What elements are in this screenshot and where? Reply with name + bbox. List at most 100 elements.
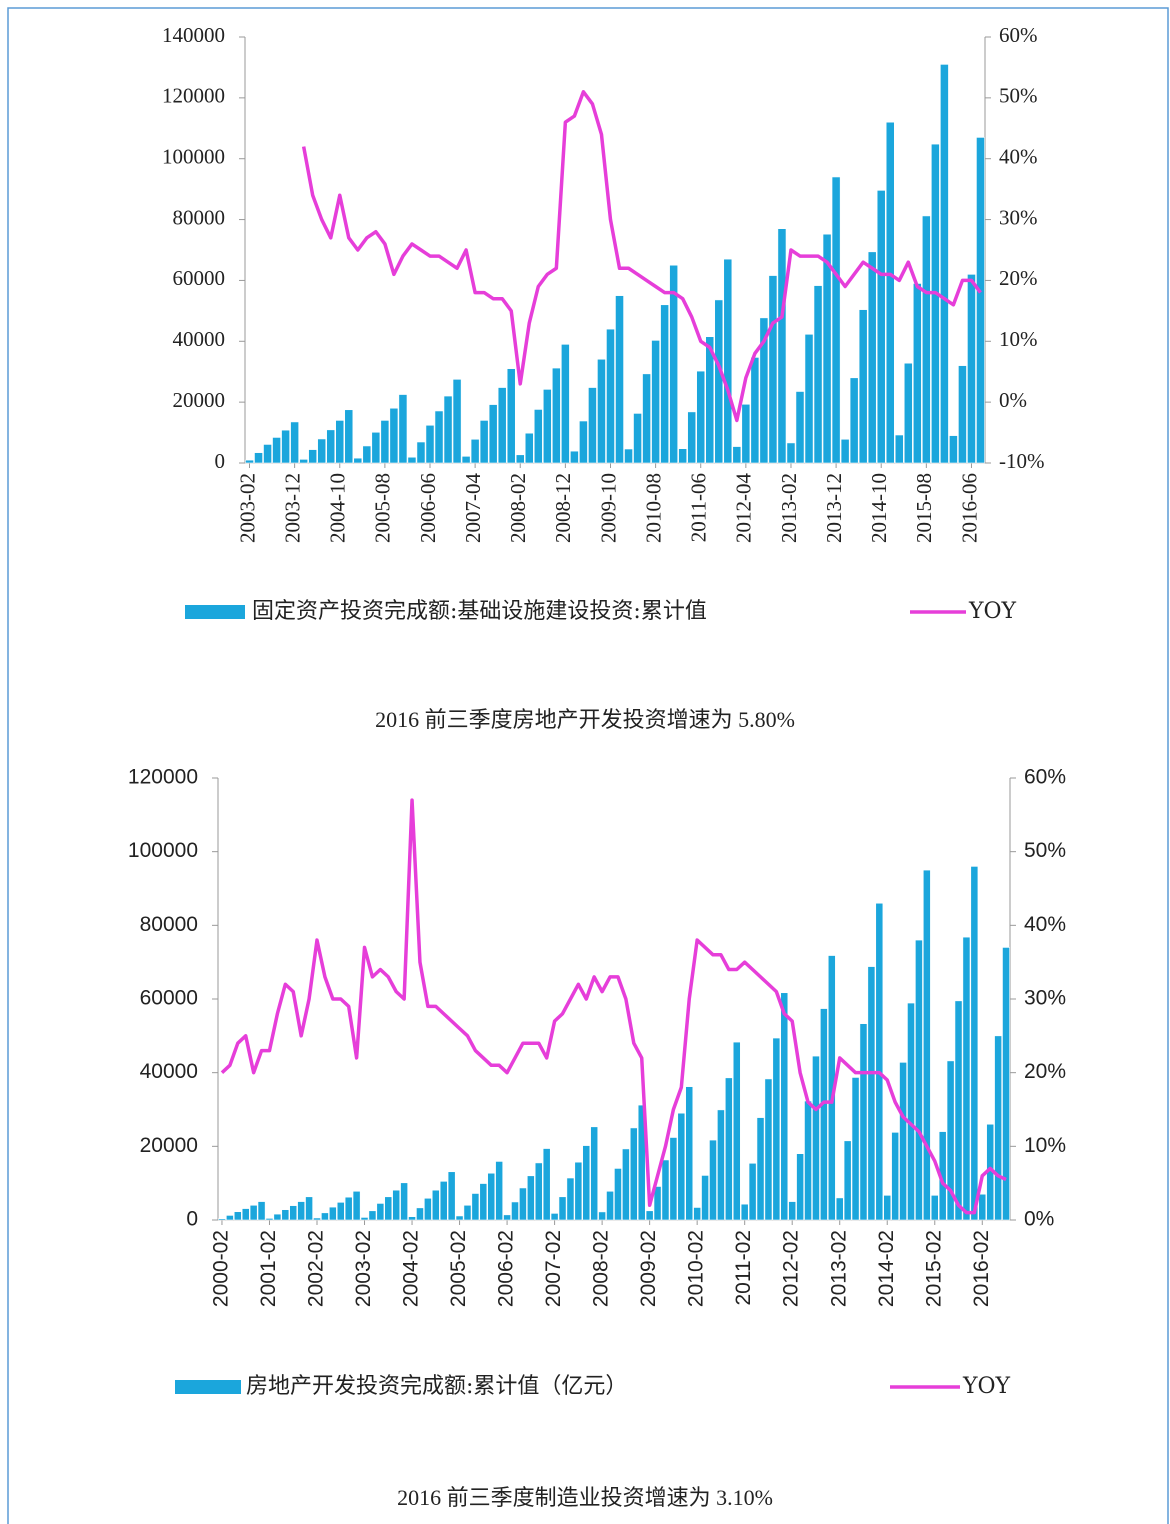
bar (392, 1189, 401, 1221)
x-tick-label: 2011-06 (687, 473, 711, 542)
x-tick-label: 2005-08 (371, 473, 395, 543)
legend-label: YOY (962, 1374, 1011, 1399)
bar (335, 420, 345, 464)
x-tick-label: 2007-04 (461, 473, 485, 543)
bar (384, 1196, 393, 1221)
x-tick-label: 2006-06 (416, 473, 440, 543)
x-tick-label: 2014-10 (867, 473, 891, 543)
bar (970, 866, 979, 1221)
y-tick-label: 0 (215, 449, 226, 473)
bar (273, 1213, 282, 1221)
bar (653, 1186, 662, 1221)
bar (820, 1008, 828, 1221)
bar (606, 1190, 614, 1221)
y-tick-label: 100000 (162, 145, 225, 169)
legend-label: YOY (968, 599, 1017, 624)
frame (7, 7, 1169, 1524)
bar (685, 1086, 694, 1221)
bar (867, 251, 877, 464)
y-tick-label: 60000 (173, 266, 226, 290)
y-tick-label: 80000 (140, 913, 198, 936)
bar (305, 1196, 313, 1221)
bar (622, 1148, 630, 1221)
bar (380, 420, 390, 464)
bar (678, 448, 688, 464)
bar (804, 1100, 812, 1221)
bar (281, 1209, 290, 1221)
bar (407, 456, 417, 464)
y-tick-label: 20000 (173, 388, 226, 412)
y-tick-label: 100000 (128, 839, 198, 862)
bar (629, 1127, 638, 1221)
x-tick-label: 2001-02 (257, 1230, 280, 1307)
x-tick-label: 2003-02 (235, 473, 259, 543)
bar (558, 1196, 567, 1221)
bar (780, 992, 789, 1221)
bar (921, 215, 931, 464)
bar (796, 1153, 804, 1221)
bar (597, 358, 606, 464)
y2-tick-label: 50% (1024, 839, 1066, 862)
bar (328, 1206, 337, 1221)
bar (788, 1201, 797, 1221)
bar (443, 395, 453, 464)
x-tick-label: 2006-02 (495, 1230, 518, 1307)
bar (534, 1162, 543, 1221)
bar (574, 1161, 583, 1221)
bar (724, 1077, 733, 1221)
bar (696, 370, 706, 464)
yoy-line (220, 798, 1007, 1215)
bar (479, 420, 489, 464)
y2-tick-label: -10% (999, 449, 1045, 473)
bar (519, 1187, 527, 1221)
y-tick-label: 40000 (140, 1060, 198, 1083)
bar (550, 1213, 559, 1221)
bar (360, 1217, 369, 1221)
bar (313, 1217, 321, 1221)
y2-tick-label: 0% (1024, 1208, 1054, 1231)
bar (764, 1078, 773, 1221)
bar (693, 1207, 702, 1221)
bar (245, 459, 254, 464)
bar (661, 1159, 670, 1221)
bar (606, 328, 615, 464)
bar (759, 317, 769, 464)
bar (851, 1077, 860, 1221)
bar (885, 121, 895, 464)
bar (488, 404, 498, 464)
bar (582, 1145, 591, 1221)
bar (750, 357, 760, 464)
bar (257, 1201, 266, 1221)
bar (249, 1204, 258, 1221)
bar (687, 411, 697, 464)
bar (705, 336, 715, 464)
bar (740, 1203, 749, 1221)
x-tick-label: 2014-02 (875, 1230, 898, 1307)
bar (732, 446, 742, 464)
bar (461, 456, 471, 464)
bar (463, 1204, 472, 1221)
bar (954, 1000, 963, 1221)
y-tick-label: 60000 (140, 987, 198, 1010)
bar (431, 1189, 440, 1221)
bar (506, 368, 516, 464)
bar (967, 274, 976, 464)
bar (946, 1060, 955, 1221)
bar (495, 1161, 504, 1221)
x-tick-label: 2015-08 (912, 473, 936, 543)
x-tick-label: 2002-02 (305, 1230, 328, 1307)
bar (858, 309, 868, 464)
bar (859, 1023, 868, 1221)
bar (416, 1207, 424, 1221)
y2-tick-label: 10% (1024, 1134, 1066, 1157)
bar (835, 1197, 844, 1221)
bar (962, 936, 971, 1221)
x-tick-label: 2008-02 (506, 473, 530, 543)
y2-tick-label: 20% (1024, 1060, 1066, 1083)
bar (511, 1201, 519, 1221)
y2-tick-label: 30% (999, 205, 1038, 229)
bar (416, 441, 426, 464)
caption: 2016 前三季度房地产开发投资增速为 5.80% (375, 707, 795, 732)
bar (822, 233, 832, 464)
x-tick-label: 2013-02 (777, 473, 801, 543)
